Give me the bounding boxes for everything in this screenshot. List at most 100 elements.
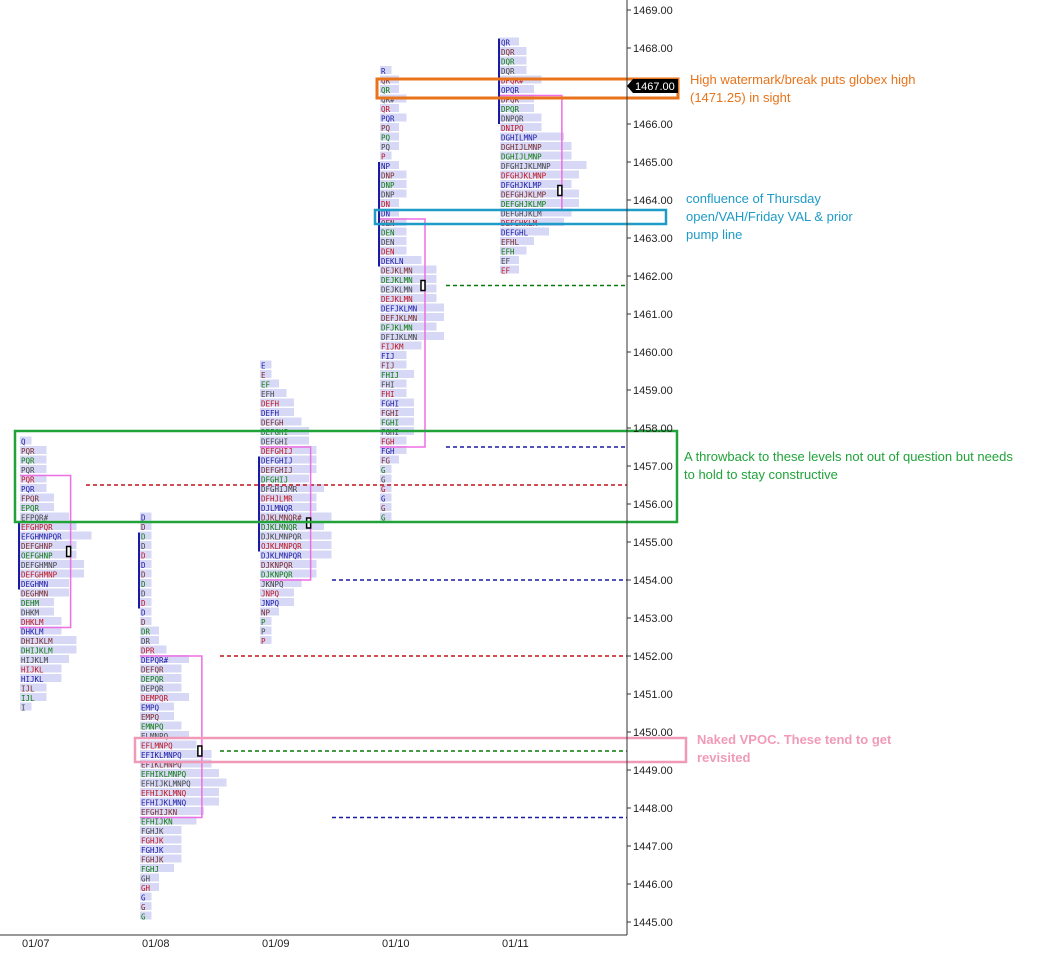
profile-bar: [380, 398, 414, 407]
tpo-row: DEFGHI: [261, 437, 288, 446]
annotation-throwback: A throwback to these levels not out of q…: [684, 449, 1013, 482]
tpo-row: DFGHIJ: [261, 475, 288, 484]
tpo-row: NP: [261, 608, 271, 617]
profile-bar: [380, 227, 407, 236]
profile-bar: [140, 911, 152, 920]
price-tick-label: 1447.00: [633, 841, 673, 853]
profile-bar: [380, 66, 392, 74]
profile-bar: [500, 227, 549, 236]
tpo-row: D: [141, 608, 146, 617]
profile-bar: [140, 560, 152, 568]
annotation-confluence: confluence of Thursday open/VAH/Friday V…: [686, 191, 853, 242]
profile-bar: [380, 294, 437, 302]
tpo-row: NP: [381, 162, 391, 171]
price-axis: 1469.00 1468.00 1467.00 1466.00 1465.00 1464.…: [0, 0, 678, 936]
tpo-row: DEFGHIJ: [261, 466, 293, 475]
profile-bar: [20, 503, 54, 511]
profile-bar: [500, 132, 564, 141]
tpo-row: DEPQR: [141, 675, 164, 684]
tpo-row: EMNPQ: [141, 722, 164, 731]
tpo-row: FPQR: [21, 494, 40, 503]
price-tick-label: 1445.00: [633, 917, 673, 929]
profile-bar: [140, 617, 152, 625]
tpo-row: DEKLN: [381, 257, 404, 266]
profile-bar: [500, 237, 534, 245]
tpo-row: QR: [381, 86, 391, 95]
value-area-layer: [18, 38, 563, 819]
profile-bar: [380, 265, 437, 274]
profile-bar: [140, 712, 174, 720]
tpo-row: FGHI: [381, 409, 399, 418]
profile-bar: [140, 864, 174, 872]
tpo-row: Q: [21, 437, 26, 446]
profile-bar: [500, 142, 572, 150]
profile-bar: [140, 835, 182, 844]
profile-bar: [380, 113, 407, 122]
poc-marker: [65, 545, 72, 558]
price-tick-label: 1464.00: [633, 195, 673, 207]
profile-bar: [380, 512, 392, 521]
tpo-row: DHKLM: [21, 618, 44, 627]
profile-bar: [20, 455, 47, 464]
tpo-row: FGHJK: [141, 846, 164, 855]
profile-bar: [380, 332, 444, 340]
tpo-row: G: [381, 485, 386, 494]
profile-bar: [260, 389, 287, 397]
profile-bar: [260, 436, 309, 445]
profile-bar: [260, 484, 324, 492]
profile-bar: [500, 265, 519, 274]
tpo-row: EPQR: [21, 504, 40, 513]
profile-bar: [20, 588, 69, 597]
tpo-row: EFH: [501, 247, 515, 256]
tpo-row: DQR: [501, 67, 515, 76]
profile-bar: [380, 474, 392, 483]
tpo-row: DHIJKLM: [21, 637, 53, 646]
tpo-row: EFHIKLMNPQ: [141, 770, 187, 779]
tpo-row: PQ: [381, 143, 391, 152]
tpo-row: DPQR: [501, 95, 520, 104]
tpo-row: EMPQ: [141, 703, 160, 712]
profile-bar: [140, 845, 182, 853]
tpo-row: D: [141, 570, 146, 579]
profile-bar: [380, 246, 407, 255]
tpo-row: R: [381, 67, 386, 76]
tpo-row: PQR: [21, 456, 35, 465]
profile-bar: [20, 474, 47, 483]
profile-bar: [500, 113, 542, 122]
tpo-row: DEFGH: [261, 418, 284, 427]
profile-bar: [20, 579, 69, 587]
tpo-row: DEFJKLMN: [381, 314, 417, 323]
tpo-row: QR: [501, 38, 511, 47]
tpo-row: DNIPQ: [501, 124, 524, 133]
tpo-row: DEFGHL: [501, 228, 529, 237]
profile-bar: [500, 180, 572, 188]
tpo-row: FG: [381, 456, 391, 465]
profile-bar: [260, 522, 324, 530]
tpo-row: DFGHIJKLMNP: [501, 162, 551, 171]
price-tick-label: 1458.00: [633, 423, 673, 435]
date-label: 01/10: [382, 938, 410, 950]
price-tick-label: 1460.00: [633, 347, 673, 359]
poc-marker: [197, 745, 203, 757]
profile-bar: [380, 455, 399, 464]
profile-bar: [140, 826, 182, 834]
date-axis: 01/07 01/08 01/09 01/10 01/11: [22, 938, 529, 950]
profile-bar: [380, 142, 399, 150]
profile-bar: [260, 588, 294, 597]
profile-bar: [380, 180, 407, 188]
tpo-row: JKNPQ: [261, 580, 284, 589]
profile-bar: [380, 370, 414, 378]
tpo-row: DEFH: [261, 409, 280, 418]
tpo-row: OJKLMNPQR: [261, 542, 302, 551]
throwback-box: [13, 429, 679, 524]
profile-bar: [260, 455, 317, 464]
profile-bar: [380, 351, 407, 359]
profile-bar: [20, 522, 77, 530]
profile-bar: [260, 503, 317, 511]
tpo-row: DJKLMNQR#: [261, 513, 302, 522]
tpo-row: DHKLM: [21, 627, 44, 636]
tpo-row: DPQR: [501, 105, 520, 114]
tpo-row: D: [141, 580, 146, 589]
profile-bar: [260, 636, 272, 644]
tpo-row: EFHIJKLMNPQ: [141, 779, 191, 788]
